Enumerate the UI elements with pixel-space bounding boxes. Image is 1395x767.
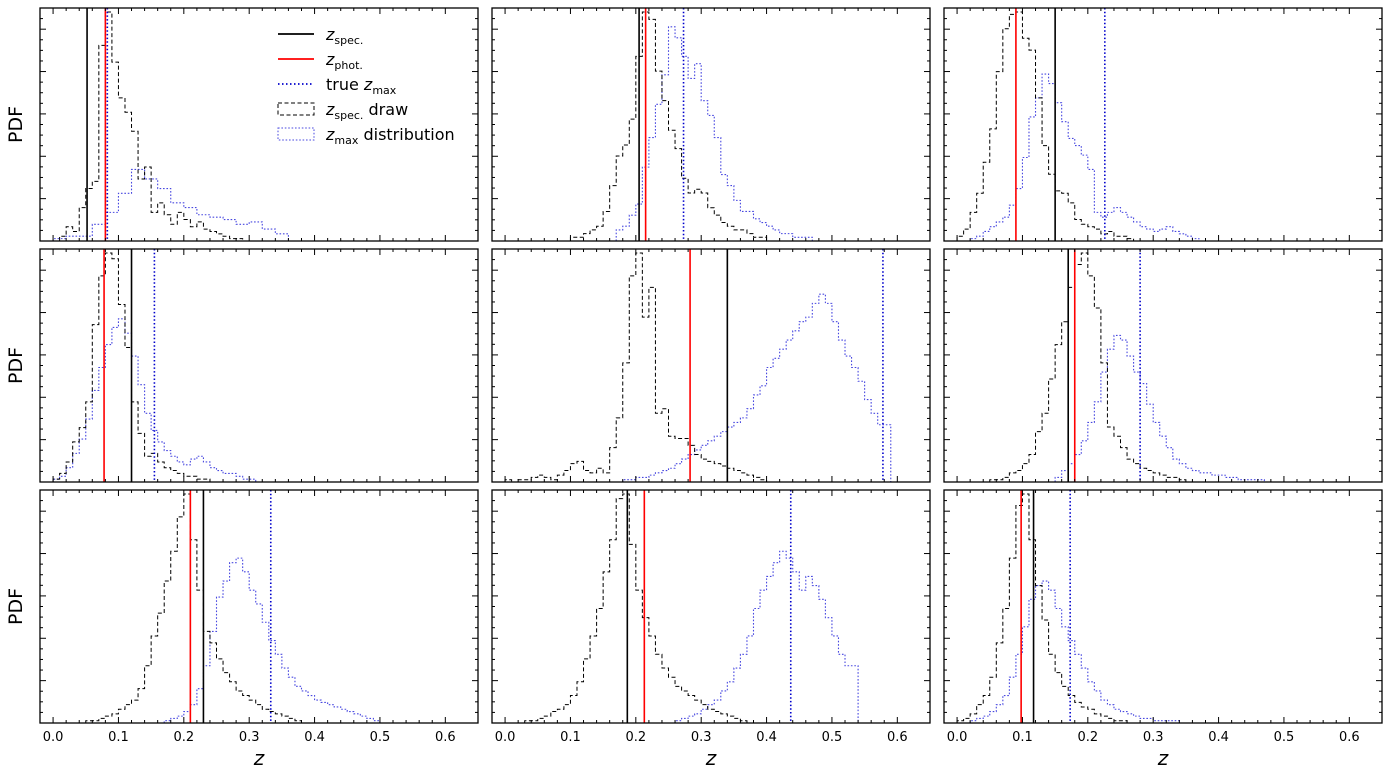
panel-2 xyxy=(491,7,931,242)
legend-item-zmax_true: true zmax xyxy=(278,75,397,97)
plot-area xyxy=(52,8,302,241)
zspec-draw-hist xyxy=(85,493,309,723)
legend-item-zphot: zphot. xyxy=(278,50,363,72)
x-tick-label: 0.4 xyxy=(756,730,777,745)
legend-item-zspec: zspec. xyxy=(278,25,363,47)
panel-7 xyxy=(39,489,479,724)
panel-frame xyxy=(943,489,1383,724)
legend-label: zspec. xyxy=(325,25,363,47)
plot-area xyxy=(989,249,1271,482)
x-tick-label: 0.3 xyxy=(239,730,260,745)
x-tick-label: 0.6 xyxy=(1339,730,1360,745)
x-ticks xyxy=(40,8,478,241)
x-ticks xyxy=(492,8,930,241)
x-tick-label: 0.1 xyxy=(560,730,581,745)
x-tick-label: 0.5 xyxy=(370,730,391,745)
panel-frame xyxy=(491,489,931,724)
x-tick-label: 0.3 xyxy=(691,730,712,745)
plot-area xyxy=(52,249,263,482)
zspec-draw-hist xyxy=(956,493,1134,723)
x-ticks xyxy=(40,249,478,482)
panel-frame xyxy=(943,7,1383,242)
panel-1 xyxy=(39,7,479,242)
legend-label: true zmax xyxy=(326,75,397,97)
x-tick-label: 0.2 xyxy=(173,730,194,745)
zspec-draw-hist xyxy=(524,493,754,723)
zspec-draw-hist xyxy=(569,11,774,241)
zmax-distribution-hist xyxy=(52,168,302,241)
plot-area xyxy=(956,490,1186,723)
panel-frame xyxy=(39,489,479,724)
x-tick-label: 0.1 xyxy=(1012,730,1033,745)
x-axis-label: z xyxy=(253,746,265,767)
legend-label: zspec. draw xyxy=(325,100,408,122)
panel-5 xyxy=(491,248,931,483)
legend-item-draw: zspec. draw xyxy=(277,100,408,122)
zmax-distribution-hist xyxy=(1054,334,1271,482)
zmax-distribution-hist xyxy=(163,557,387,723)
legend-label: zmax distribution xyxy=(325,125,455,147)
x-tick-label: 0.4 xyxy=(1208,730,1229,745)
x-ticks xyxy=(492,490,930,723)
x-tick-label: 0.5 xyxy=(822,730,843,745)
legend-swatch xyxy=(277,102,315,116)
panel-frame xyxy=(943,248,1383,483)
legend-item-zmax_dist: zmax distribution xyxy=(277,125,455,147)
y-axis-label: PDF xyxy=(5,347,27,384)
panel-8 xyxy=(491,489,931,724)
zspec-draw-hist xyxy=(53,11,250,241)
plot-area xyxy=(504,249,898,482)
zspec-draw-hist xyxy=(956,11,1141,241)
x-tick-label: 0.0 xyxy=(495,730,516,745)
zspec-draw-hist xyxy=(989,252,1193,482)
x-tick-label: 0.1 xyxy=(108,730,129,745)
x-axis-label: z xyxy=(1157,746,1169,767)
zmax-distribution-hist xyxy=(615,26,819,241)
x-tick-label: 0.6 xyxy=(887,730,908,745)
x-ticks xyxy=(944,249,1382,482)
plot-area xyxy=(85,490,387,723)
zmax-distribution-hist xyxy=(52,318,263,482)
x-tick-label: 0.5 xyxy=(1274,730,1295,745)
panel-6 xyxy=(943,248,1383,483)
plot-area xyxy=(956,8,1206,241)
x-tick-label: 0.3 xyxy=(1143,730,1164,745)
axis-text-layer: PDF PDF 0.0 0.1 0.2 0.3 0.4 0.5 0.6 z PDF 0.0 0.1 0.2… xyxy=(5,106,1360,767)
y-axis-label: PDF xyxy=(5,106,27,143)
panel-frame xyxy=(491,248,931,483)
x-ticks xyxy=(944,8,1382,241)
panel-frame xyxy=(39,248,479,483)
x-tick-label: 0.2 xyxy=(1077,730,1098,745)
x-axis-label: z xyxy=(705,746,717,767)
panel-9 xyxy=(943,489,1383,724)
panel-3 xyxy=(943,7,1383,242)
zspec-draw-hist xyxy=(504,252,774,482)
legend-swatch xyxy=(277,127,315,141)
y-axis-label: PDF xyxy=(5,588,27,625)
x-tick-label: 0.0 xyxy=(947,730,968,745)
x-ticks xyxy=(492,249,930,482)
legend: zspec. zphot. true zmax zspec. draw zmax dis… xyxy=(277,25,455,147)
x-tick-label: 0.2 xyxy=(625,730,646,745)
x-ticks xyxy=(944,490,1382,723)
panel-4 xyxy=(39,248,479,483)
plot-area xyxy=(569,8,819,241)
zmax-distribution-hist xyxy=(969,580,1186,723)
panels-layer xyxy=(39,7,1383,724)
zmax-distribution-hist xyxy=(622,293,898,482)
zmax-distribution-hist xyxy=(674,550,865,723)
x-tick-label: 0.0 xyxy=(43,730,64,745)
legend-label: zphot. xyxy=(325,50,363,72)
x-ticks xyxy=(40,490,478,723)
plot-area xyxy=(524,490,865,723)
zspec-draw-hist xyxy=(52,252,217,482)
x-tick-label: 0.6 xyxy=(435,730,456,745)
x-tick-label: 0.4 xyxy=(304,730,325,745)
zmax-distribution-hist xyxy=(969,73,1206,241)
panel-frame xyxy=(491,7,931,242)
